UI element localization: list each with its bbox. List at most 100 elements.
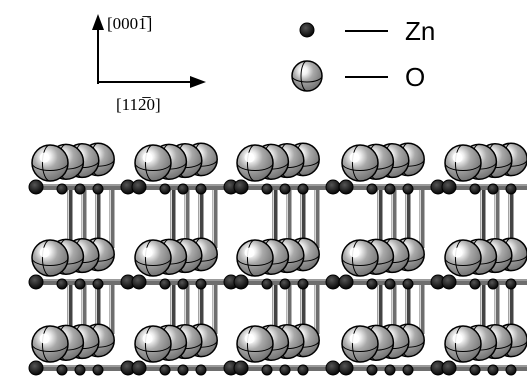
oxygen-atom-equator: [236, 162, 274, 172]
legend: Zn O: [291, 16, 435, 92]
zinc-atom: [279, 364, 291, 376]
zinc-atom: [195, 183, 207, 195]
zinc-atom: [297, 278, 309, 290]
zinc-atom: [505, 364, 517, 376]
zinc-atom: [159, 364, 171, 376]
oxygen-atom-equator: [134, 257, 172, 267]
oxygen-atom-meridian: [144, 239, 154, 277]
zinc-atom: [384, 183, 396, 195]
oxygen-atom: [341, 144, 379, 182]
oxygen-atom-meridian: [41, 239, 51, 277]
zinc-atom: [159, 278, 171, 290]
oxygen-atom-equator: [31, 343, 69, 353]
oxygen-atom: [134, 325, 172, 363]
zinc-atom: [261, 278, 273, 290]
oxygen-atom-highlight: [244, 152, 255, 163]
zinc-atom: [56, 278, 68, 290]
zinc-atom: [402, 364, 414, 376]
zinc-atom: [469, 278, 481, 290]
oxygen-atom-meridian: [454, 144, 464, 182]
oxygen-atom: [134, 144, 172, 182]
zinc-atom: [487, 364, 499, 376]
zinc-atom: [261, 183, 273, 195]
zinc-atom: [469, 183, 481, 195]
zinc-atom: [366, 278, 378, 290]
oxygen-atom-meridian: [41, 325, 51, 363]
zinc-atom: [74, 364, 86, 376]
zinc-atom: [56, 364, 68, 376]
zinc-atom: [92, 364, 104, 376]
zinc-atom: [297, 183, 309, 195]
oxygen-atom-equator: [134, 343, 172, 353]
vertical-axis-arrow-icon: [92, 14, 104, 30]
zinc-atom: [297, 364, 309, 376]
o-legend-label: O: [405, 62, 425, 92]
oxygen-atom-highlight: [452, 152, 463, 163]
zinc-atom: [338, 274, 354, 290]
oxygen-atom-meridian: [246, 239, 256, 277]
zinc-atom: [325, 274, 341, 290]
zinc-atom: [28, 360, 44, 376]
zinc-atom: [338, 179, 354, 195]
oxygen-atom-meridian: [144, 144, 154, 182]
oxygen-atom: [444, 239, 482, 277]
oxygen-atom-highlight: [39, 152, 50, 163]
oxygen-atom-highlight: [142, 333, 153, 344]
zinc-atom: [402, 183, 414, 195]
oxygen-atom-highlight: [142, 247, 153, 258]
oxygen-atom-highlight: [349, 247, 360, 258]
oxygen-atom: [444, 144, 482, 182]
oxygen-atom-highlight: [244, 247, 255, 258]
oxygen-atom-highlight: [39, 333, 50, 344]
zn-legend-label: Zn: [405, 16, 435, 46]
zinc-atom: [131, 274, 147, 290]
zinc-atom: [384, 278, 396, 290]
zinc-atom: [441, 274, 457, 290]
zinc-atom: [195, 278, 207, 290]
zinc-atom: [402, 278, 414, 290]
oxygen-atom: [236, 239, 274, 277]
zinc-atom: [233, 274, 249, 290]
oxygen-atom-equator: [134, 162, 172, 172]
zinc-atom: [325, 360, 341, 376]
oxygen-atom-equator: [31, 257, 69, 267]
zinc-atom: [279, 278, 291, 290]
zinc-atom: [261, 364, 273, 376]
vertical-axis-label: [0001̅]: [107, 14, 152, 33]
horizontal-axis-arrow-icon: [190, 76, 206, 88]
zinc-atom: [131, 179, 147, 195]
oxygen-atom: [236, 325, 274, 363]
zinc-atom: [56, 183, 68, 195]
axes-indicator: [0001̅] [112̅0]: [92, 14, 206, 114]
zinc-atom: [74, 183, 86, 195]
oxygen-atom-equator: [341, 343, 379, 353]
zinc-atom: [92, 183, 104, 195]
zinc-atom: [74, 278, 86, 290]
o-legend-sphere-meridian: [300, 60, 308, 92]
oxygen-atom-equator: [31, 162, 69, 172]
oxygen-atom-equator: [236, 343, 274, 353]
oxygen-atom-equator: [444, 343, 482, 353]
oxygen-atom-equator: [444, 257, 482, 267]
zinc-atom: [177, 278, 189, 290]
oxygen-atom-highlight: [349, 152, 360, 163]
oxygen-atom: [31, 325, 69, 363]
o-legend-sphere-icon: [291, 60, 323, 92]
oxygen-atom-highlight: [39, 247, 50, 258]
zinc-atom: [131, 360, 147, 376]
oxygen-atom-highlight: [452, 247, 463, 258]
oxygen-atom: [341, 239, 379, 277]
oxygen-atom-equator: [341, 162, 379, 172]
zinc-atom: [233, 179, 249, 195]
zinc-atom: [92, 278, 104, 290]
zinc-atom: [469, 364, 481, 376]
oxygen-atom-equator: [341, 257, 379, 267]
zinc-atom: [159, 183, 171, 195]
zinc-atom: [505, 278, 517, 290]
zinc-atom: [279, 183, 291, 195]
oxygen-atom-meridian: [351, 325, 361, 363]
oxygen-atom-meridian: [351, 144, 361, 182]
oxygen-atom: [134, 239, 172, 277]
